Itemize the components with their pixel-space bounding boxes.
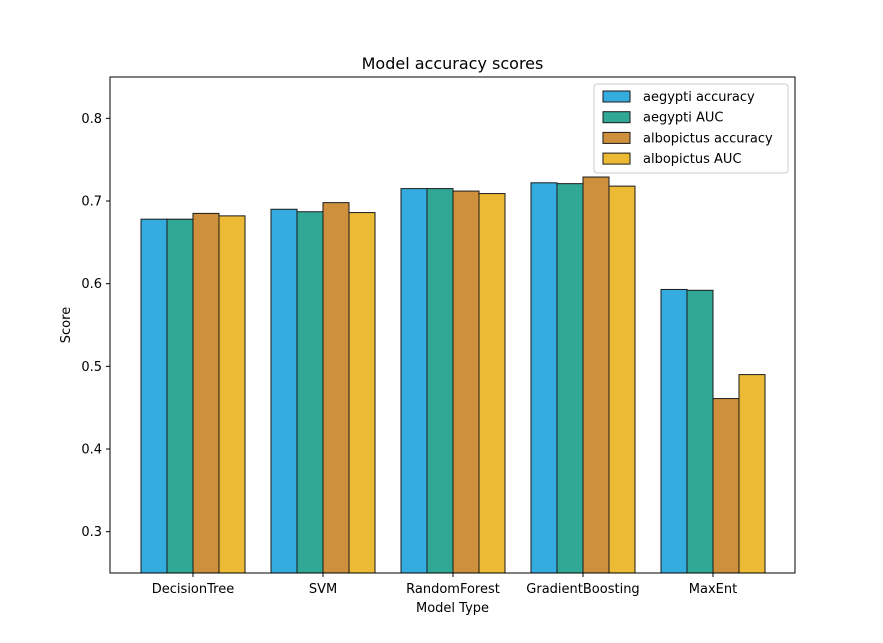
legend-swatch (602, 152, 631, 165)
x-tick-label: RandomForest (406, 582, 500, 597)
bar-maxent-series-0 (660, 288, 688, 574)
bar-maxent-series-1 (686, 289, 714, 574)
y-tick-label: 0.5 (81, 360, 102, 375)
bar-decisiontree-series-0 (140, 218, 168, 574)
y-tick-label: 0.8 (81, 112, 102, 127)
bar-svm-series-0 (270, 208, 298, 574)
bar-randomforest-series-3 (478, 193, 506, 574)
bar-svm-series-2 (322, 202, 350, 574)
bar-svm-series-3 (348, 212, 376, 574)
legend-entry-label: aegypti accuracy (643, 90, 755, 105)
legend-entry-label: aegypti AUC (643, 111, 724, 126)
bar-randomforest-series-1 (426, 188, 454, 574)
bar-gradientboosting-series-3 (608, 185, 636, 574)
bar-gradientboosting-series-2 (582, 176, 610, 574)
bar-gradientboosting-series-1 (556, 183, 584, 574)
bar-randomforest-series-2 (452, 190, 480, 574)
legend-swatch (602, 111, 631, 124)
legend-swatch (602, 90, 631, 103)
y-tick-label: 0.3 (81, 525, 102, 540)
bar-decisiontree-series-1 (166, 218, 194, 574)
y-tick-label: 0.4 (81, 443, 102, 458)
y-axis: 0.3 0.4 0.5 0.6 0.7 0.8 (81, 112, 110, 540)
y-tick-label: 0.6 (81, 277, 102, 292)
x-tick-label: DecisionTree (152, 582, 234, 597)
legend: aegypti accuracy aegypti AUC albopictus ac… (593, 83, 789, 174)
bar-decisiontree-series-3 (218, 215, 246, 574)
x-axis-label: Model Type (416, 601, 489, 616)
x-tick-label: GradientBoosting (526, 582, 639, 597)
bar-svm-series-1 (296, 211, 324, 574)
legend-swatch (602, 131, 631, 144)
bars-group (140, 176, 766, 574)
x-tick-label: MaxEnt (689, 582, 737, 597)
x-tick-label: SVM (309, 582, 337, 597)
bar-maxent-series-2 (712, 398, 740, 574)
bar-randomforest-series-0 (400, 188, 428, 574)
y-axis-label: Score (59, 307, 74, 343)
legend-entry-label: albopictus accuracy (643, 131, 773, 146)
x-axis: DecisionTree SVM RandomForest GradientBoost… (152, 573, 737, 597)
bar-decisiontree-series-2 (192, 212, 220, 574)
legend-box (593, 83, 789, 174)
legend-entry-label: albopictus AUC (643, 152, 742, 167)
bar-gradientboosting-series-0 (530, 182, 558, 574)
y-tick-label: 0.7 (81, 195, 102, 210)
chart-title: Model accuracy scores (362, 54, 544, 73)
bar-maxent-series-3 (738, 374, 766, 574)
